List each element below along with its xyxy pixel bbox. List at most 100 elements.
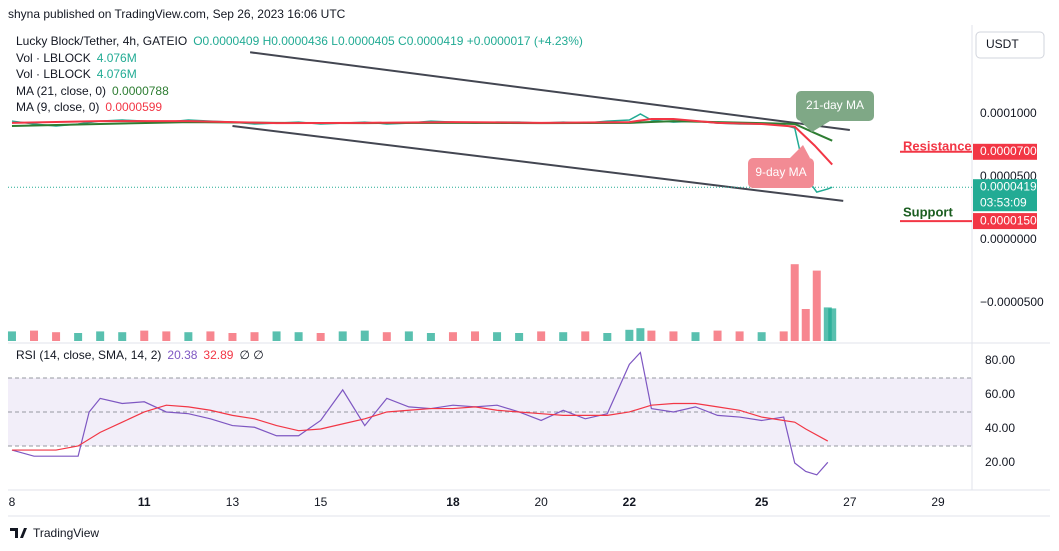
volume-bar [515,333,524,341]
volume-bar [338,331,347,341]
callout-box [796,91,874,121]
volume-bar [801,309,810,341]
price-badge-label: 0.0000150 [980,213,1037,227]
volume-bar [581,331,590,341]
callout-label: 21-day MA [806,98,864,112]
volume-bar [162,331,171,341]
trendline [232,124,844,202]
price-badge [973,213,1037,230]
rsi-tick-label: 80.00 [985,353,1015,367]
rsi-line [11,351,829,476]
volume-bar [404,331,413,341]
price-badge-sub: 03:53:09 [980,195,1027,209]
x-tick-label: 18 [446,495,460,509]
volume-bar [30,330,39,341]
x-tick-label: 8 [9,495,16,509]
trendline [249,51,850,132]
legend-rsi: RSI (14, close, SMA, 14, 2) 20.38 32.89 ∅ ∅ [16,348,264,362]
footer: TradingView [33,526,99,540]
header: shyna published on TradingView.com, Sep … [8,7,346,21]
x-tick-label: 11 [138,495,151,509]
rsi-tick-label: 60.00 [985,387,1015,401]
ma-name: MA (21, close, 0) [16,84,106,98]
volume-bar [636,328,645,341]
volume-bar [294,332,303,341]
volume-bar [828,308,837,341]
ohlc: O0.0000409 H0.0000436 L0.0000405 C0.0000… [193,34,583,48]
x-tick-label: 15 [314,495,328,509]
volume-bar [691,332,700,341]
volume-bar [316,333,325,341]
price-badge [973,143,1037,160]
callout-label: 9-day MA [755,165,806,179]
y-tick-label: −0.0000500 [980,295,1044,309]
volume-bar [52,332,61,341]
volume-bar [184,332,193,341]
callout-arrow [800,121,830,132]
volume-name: Vol · LBLOCK [16,67,91,81]
volume-bar [74,333,83,341]
volume-bar [493,332,502,341]
rsi-tick-label: 40.00 [985,421,1015,435]
price-badge-label: 0.0000419 [980,179,1037,193]
logo: TradingView [10,526,99,540]
ma-value: 0.0000599 [105,100,162,114]
legend-symbol: Lucky Block/Tether, 4h, GATEIO O0.0000409… [16,34,583,48]
volume-bar [779,331,788,341]
volume-bar [625,329,634,341]
currency-button[interactable] [975,31,1045,59]
volume-bar [559,332,568,341]
legend-volume: Vol · LBLOCK 4.076M [16,51,137,65]
x-tick-label: 27 [843,495,857,509]
volume-bar [757,332,766,341]
rsi-value: 20.38 [167,348,197,362]
volume-bar [426,333,435,341]
volume-bar [228,333,237,341]
volume-bar [250,332,259,341]
volume-bar [669,331,678,341]
ma-value: 0.0000788 [112,84,169,98]
price-badge-label: 0.0000700 [980,144,1037,158]
y-tick-label: 0.0001000 [980,106,1037,120]
legend-volume: Vol · LBLOCK 4.076M [16,67,137,81]
annotation: Support [903,204,953,219]
callout-box [748,158,814,188]
volume-bar [603,333,612,341]
callout-arrow [790,145,810,158]
x-tick-label: 22 [623,495,637,509]
volume-value: 4.076M [97,67,137,81]
rsi-line [11,402,829,451]
volume-bar [823,307,832,341]
volume-bar [448,332,457,341]
legend: Lucky Block/Tether, 4h, GATEIO O0.0000409… [16,34,583,362]
rsi-title: RSI (14, close, SMA, 14, 2) [16,348,161,362]
legend-ma21: MA (21, close, 0) 0.0000788 [16,84,169,98]
volume-bar [96,331,105,341]
ma-line [11,118,833,166]
volume-bar [140,330,149,341]
volume-bar [272,331,281,341]
ma-name: MA (9, close, 0) [16,100,99,114]
rsi-extra: ∅ ∅ [239,348,263,362]
volume-bar [713,330,722,341]
volume-bar [790,264,799,341]
volume-bar [471,331,480,341]
x-tick-label: 29 [931,495,945,509]
volume-bar [382,332,391,341]
annotation: Resistance [903,138,972,153]
volume-value: 4.076M [97,51,137,65]
volume-bar [735,331,744,341]
volume-bar [647,330,656,341]
volume-bar [206,331,215,341]
x-tick-label: 25 [755,495,769,509]
logo-icon [10,528,27,538]
volume-bar [537,331,546,341]
rsi-tick-label: 20.00 [985,455,1015,469]
currency-label: USDT [986,37,1019,51]
symbol: Lucky Block/Tether, 4h, GATEIO [16,34,187,48]
x-tick-label: 20 [534,495,548,509]
volume-bar [360,330,369,341]
rsi-sma-value: 32.89 [203,348,233,362]
